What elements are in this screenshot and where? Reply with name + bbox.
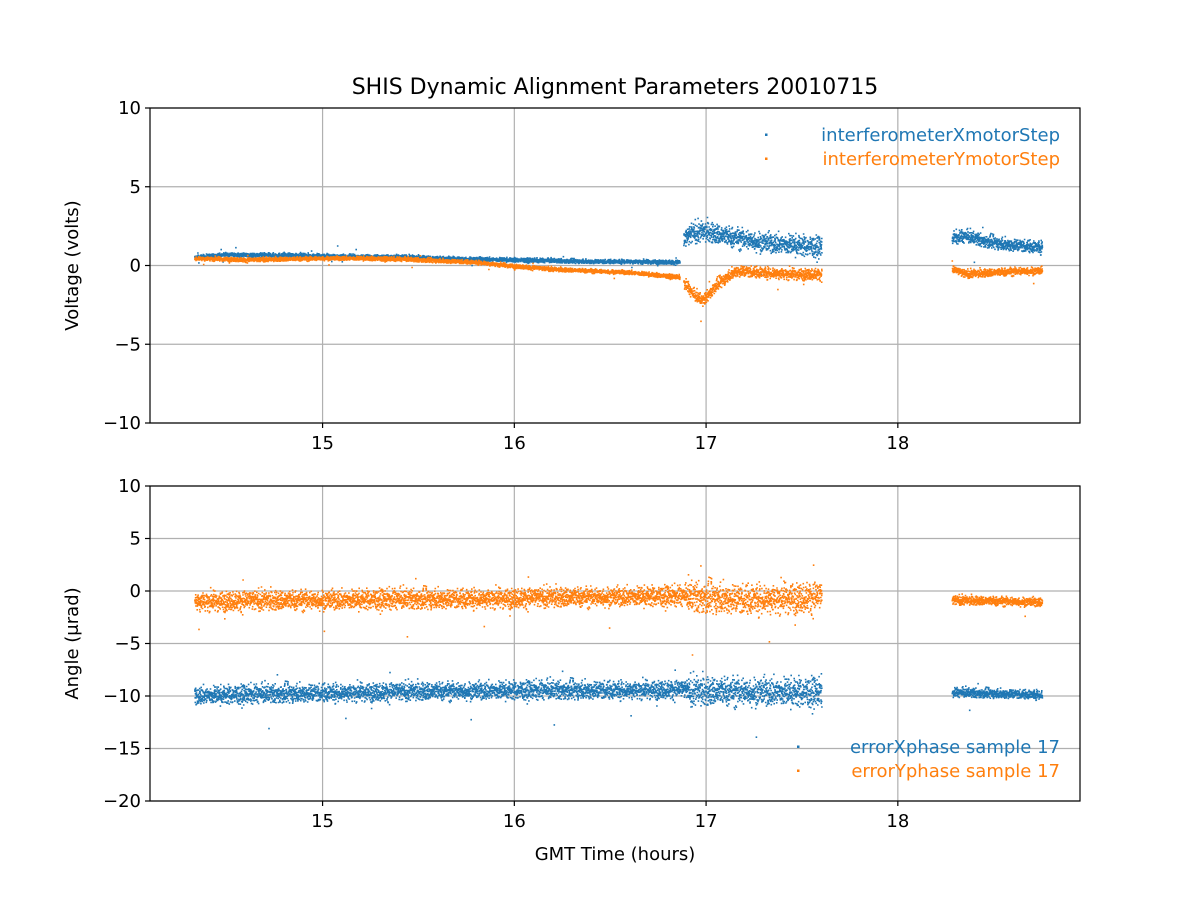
plot-area [194, 564, 1044, 738]
bottom-panel-angle: 15 16 17 18 −20 −15 −10 −5 0 5 10 Angle (μrad) GMT… [62, 476, 1081, 865]
axes-frame [149, 485, 1081, 802]
legend-marker [797, 769, 800, 772]
axis-ticks: 15 16 17 18 −10 −5 0 5 10 [103, 98, 909, 454]
y-tick-label: 0 [130, 581, 141, 602]
x-tick-label: 16 [503, 811, 526, 832]
plot-area [194, 216, 1044, 323]
legend-marker [765, 133, 768, 136]
data-points [683, 265, 823, 323]
x-tick-label: 17 [695, 433, 718, 454]
y-tick-label: −10 [103, 413, 141, 434]
y-tick-label: 10 [118, 476, 141, 497]
data-points [951, 682, 1044, 712]
legend-label: errorYphase sample 17 [851, 761, 1060, 782]
axes-frame [149, 107, 1081, 424]
data-points [683, 216, 823, 276]
chart-title: SHIS Dynamic Alignment Parameters 200107… [352, 75, 879, 100]
data-points [951, 593, 1044, 618]
data-points [951, 226, 1044, 264]
data-points [194, 576, 689, 638]
legend-marker [765, 157, 768, 160]
y-tick-label: −15 [103, 739, 141, 760]
y-tick-label: 5 [130, 177, 141, 198]
y-axis-label: Angle (μrad) [62, 587, 83, 699]
x-tick-label: 18 [886, 433, 909, 454]
series-errorYphase-sample-17 [194, 564, 1044, 656]
y-tick-label: −20 [103, 791, 141, 812]
x-tick-label: 15 [311, 433, 334, 454]
y-tick-label: −5 [114, 334, 141, 355]
y-axis-label: Voltage (volts) [62, 200, 83, 330]
y-tick-label: 0 [130, 256, 141, 277]
axis-ticks: 15 16 17 18 −20 −15 −10 −5 0 5 10 [103, 476, 909, 832]
x-tick-label: 15 [311, 811, 334, 832]
legend-marker [797, 745, 800, 748]
legend-label: errorXphase sample 17 [850, 737, 1060, 758]
legend-label: interferometerYmotorStep [822, 149, 1060, 170]
y-tick-label: −5 [114, 634, 141, 655]
series-interferometerYmotorStep [194, 254, 1044, 323]
data-points [194, 245, 681, 270]
series-interferometerXmotorStep [194, 216, 1044, 276]
y-tick-label: 5 [130, 529, 141, 550]
top-panel-voltage: 15 16 17 18 −10 −5 0 5 10 Voltage (volts) interf… [62, 98, 1081, 454]
series-errorXphase-sample-17 [194, 669, 1044, 738]
data-points [194, 254, 681, 281]
y-tick-label: −10 [103, 686, 141, 707]
x-axis-label: GMT Time (hours) [535, 844, 696, 865]
x-tick-label: 16 [503, 433, 526, 454]
data-points [951, 260, 1044, 285]
x-tick-label: 18 [886, 811, 909, 832]
data-points [686, 564, 823, 656]
data-points [194, 669, 689, 730]
y-tick-label: 10 [118, 98, 141, 119]
legend-label: interferometerXmotorStep [821, 125, 1060, 146]
legend: errorXphase sample 17 errorYphase sample … [797, 737, 1060, 782]
legend: interferometerXmotorStep interferometerYm… [765, 125, 1060, 170]
data-points [686, 670, 823, 738]
x-tick-label: 17 [695, 811, 718, 832]
